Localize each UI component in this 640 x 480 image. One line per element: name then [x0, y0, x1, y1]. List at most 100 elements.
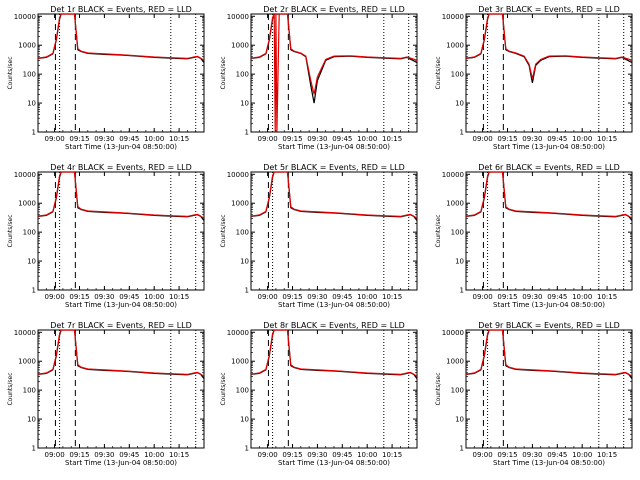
- y-tick-label: 10000: [227, 13, 249, 21]
- x-tick-label: 10:00: [572, 451, 592, 459]
- y-tick-label: 10000: [442, 13, 464, 21]
- x-axis-label: Start Time (13-Jun-04 08:50:00): [278, 143, 390, 151]
- x-tick-label: 10:15: [382, 135, 402, 143]
- y-tick-label: 10000: [442, 171, 464, 179]
- chart-panel-6: Det 6r BLACK = Events, RED = LLD 1 10 100 10…: [435, 163, 633, 309]
- plot-frame: [250, 171, 418, 291]
- x-tick-label: 10:15: [382, 293, 402, 301]
- y-tick-label: 1000: [231, 200, 249, 208]
- x-axis-label: Start Time (13-Jun-04 08:50:00): [278, 459, 390, 467]
- y-tick-label: 1: [245, 287, 249, 295]
- x-tick-label: 09:00: [258, 293, 278, 301]
- x-axis-label: Start Time (13-Jun-04 08:50:00): [493, 459, 605, 467]
- y-tick-label: 100: [23, 71, 36, 79]
- y-tick-label: 1: [245, 445, 249, 453]
- chart-panel-5: Det 5r BLACK = Events, RED = LLD 1 10 100 10…: [220, 163, 418, 309]
- plot-frame: [250, 329, 418, 449]
- x-tick-label: 09:15: [497, 135, 517, 143]
- x-tick-label: 09:15: [497, 451, 517, 459]
- y-tick-label: 1000: [18, 42, 36, 50]
- y-tick-label: 100: [236, 229, 249, 237]
- x-tick-label: 09:45: [332, 135, 352, 143]
- chart-panel-7: Det 7r BLACK = Events, RED = LLD 1 10 100 10…: [7, 321, 205, 467]
- y-tick-label: 1000: [231, 358, 249, 366]
- x-tick-label: 10:15: [382, 451, 402, 459]
- x-tick-label: 09:30: [522, 451, 542, 459]
- x-tick-label: 09:15: [69, 293, 89, 301]
- x-tick-label: 09:00: [45, 135, 65, 143]
- x-tick-label: 09:30: [94, 293, 114, 301]
- x-axis-label: Start Time (13-Jun-04 08:50:00): [278, 301, 390, 309]
- series-events-line: [38, 14, 204, 63]
- x-axis-label: Start Time (13-Jun-04 08:50:00): [65, 301, 177, 309]
- series-lld-line: [251, 172, 417, 219]
- x-tick-label: 10:00: [144, 293, 164, 301]
- series-lld-line: [38, 14, 204, 61]
- y-tick-label: 10000: [227, 171, 249, 179]
- y-tick-label: 1: [460, 445, 464, 453]
- x-tick-label: 10:00: [357, 293, 377, 301]
- y-axis-label: Counts/sec: [220, 56, 227, 89]
- x-tick-label: 10:15: [169, 451, 189, 459]
- series-lld-line: [251, 330, 417, 377]
- chart-panel-2: Det 2r BLACK = Events, RED = LLD 1 10 100 10…: [220, 5, 418, 151]
- y-axis-label: Counts/sec: [435, 56, 442, 89]
- x-axis-label: Start Time (13-Jun-04 08:50:00): [65, 143, 177, 151]
- plot-frame: [37, 329, 205, 449]
- chart-title: Det 3r BLACK = Events, RED = LLD: [478, 5, 620, 14]
- y-tick-label: 10000: [14, 329, 36, 337]
- y-tick-label: 1: [32, 287, 36, 295]
- x-tick-label: 10:15: [597, 293, 617, 301]
- x-tick-label: 09:15: [282, 451, 302, 459]
- y-axis-label: Counts/sec: [220, 372, 227, 405]
- y-axis-label: Counts/sec: [435, 372, 442, 405]
- x-tick-label: 10:00: [572, 135, 592, 143]
- y-tick-label: 10: [240, 258, 249, 266]
- y-axis-label: Counts/sec: [7, 56, 14, 89]
- x-axis-label: Start Time (13-Jun-04 08:50:00): [493, 143, 605, 151]
- y-tick-label: 10: [240, 416, 249, 424]
- x-tick-label: 10:15: [597, 135, 617, 143]
- y-tick-label: 100: [451, 71, 464, 79]
- plot-frame: [465, 171, 633, 291]
- series-lld-line: [38, 330, 204, 377]
- x-tick-label: 09:15: [282, 293, 302, 301]
- plot-frame: [465, 329, 633, 449]
- x-tick-label: 09:30: [307, 451, 327, 459]
- y-tick-label: 100: [451, 387, 464, 395]
- y-axis-label: Counts/sec: [7, 214, 14, 247]
- x-tick-label: 09:00: [473, 293, 493, 301]
- x-tick-label: 10:00: [357, 451, 377, 459]
- y-tick-label: 100: [23, 387, 36, 395]
- series-events-line: [466, 172, 632, 221]
- y-axis-label: Counts/sec: [7, 372, 14, 405]
- chart-panel-1: Det 1r BLACK = Events, RED = LLD 1 10 100 10…: [7, 5, 205, 151]
- x-tick-label: 10:15: [169, 293, 189, 301]
- y-tick-label: 10: [455, 416, 464, 424]
- x-tick-label: 09:45: [119, 293, 139, 301]
- y-tick-label: 1000: [231, 42, 249, 50]
- y-tick-label: 10: [27, 416, 36, 424]
- y-tick-label: 10: [27, 100, 36, 108]
- plot-frame: [37, 13, 205, 133]
- x-tick-label: 10:15: [169, 135, 189, 143]
- chart-title: Det 1r BLACK = Events, RED = LLD: [50, 5, 192, 14]
- y-tick-label: 1: [460, 287, 464, 295]
- series-events-line: [466, 330, 632, 379]
- x-tick-label: 09:30: [307, 135, 327, 143]
- x-tick-label: 09:00: [258, 451, 278, 459]
- x-tick-label: 09:15: [69, 451, 89, 459]
- x-tick-label: 09:00: [45, 293, 65, 301]
- y-tick-label: 10: [455, 258, 464, 266]
- series-lld-line: [38, 172, 204, 219]
- chart-title: Det 2r BLACK = Events, RED = LLD: [263, 5, 405, 14]
- y-tick-label: 10: [240, 100, 249, 108]
- y-tick-label: 100: [236, 387, 249, 395]
- x-tick-label: 10:00: [144, 135, 164, 143]
- y-tick-label: 1: [460, 129, 464, 137]
- chart-panel-4: Det 4r BLACK = Events, RED = LLD 1 10 100 10…: [7, 163, 205, 309]
- y-tick-label: 1: [32, 129, 36, 137]
- series-events-line: [38, 172, 204, 221]
- x-tick-label: 10:00: [572, 293, 592, 301]
